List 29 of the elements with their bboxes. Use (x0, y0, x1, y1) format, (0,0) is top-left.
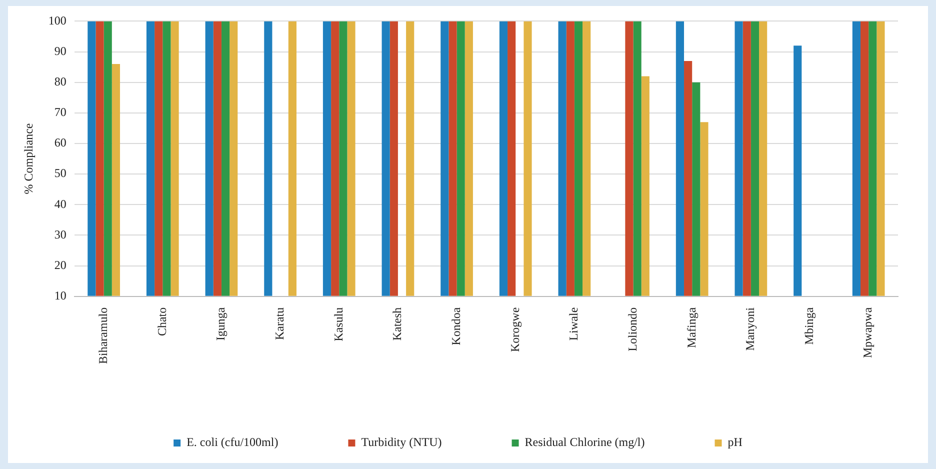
legend-label: Residual Chlorine (mg/l) (524, 435, 645, 450)
y-tick-label: 60 (54, 136, 66, 150)
x-tick-label: Liwale (566, 307, 581, 341)
x-tick-label: Karatu (272, 307, 286, 340)
x-tick-label: Kondoa (448, 306, 463, 346)
y-tick-label: 20 (54, 258, 66, 272)
legend-label: pH (728, 435, 743, 450)
x-tick-label: Chato (154, 307, 169, 336)
x-tick-label: Loliondo (625, 307, 640, 352)
y-tick-label: 90 (54, 44, 66, 58)
legend-label: Turbidity (NTU) (361, 435, 442, 450)
y-tick-label: 70 (54, 105, 66, 120)
x-tick-label: Katesh (390, 307, 404, 341)
y-tick-label: 80 (54, 74, 66, 88)
y-tick-label: 50 (54, 166, 66, 180)
x-tick-label: Korogwe (508, 307, 522, 352)
x-tick-label: Mbinga (802, 306, 816, 345)
y-tick-label: 100 (48, 13, 66, 28)
x-tick-label: Mafinga (684, 306, 698, 348)
x-tick-label: Mpwapwa (860, 306, 875, 358)
x-tick-label: Manyoni (743, 306, 758, 351)
y-axis-title: % Compliance (21, 123, 36, 194)
x-tick-label: Kasulu (331, 307, 346, 342)
y-tick-label: 40 (54, 196, 66, 211)
x-tick-label: Biharamulo (96, 307, 110, 364)
y-tick-label: 30 (54, 227, 66, 242)
legend-label: E. coli (cfu/100ml) (186, 435, 278, 450)
y-tick-label: 10 (54, 288, 66, 302)
x-tick-label: Igunga (214, 306, 228, 341)
